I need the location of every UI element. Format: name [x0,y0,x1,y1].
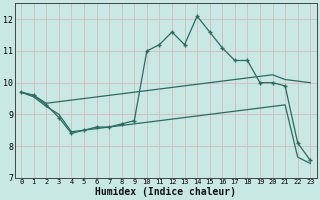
X-axis label: Humidex (Indice chaleur): Humidex (Indice chaleur) [95,186,236,197]
